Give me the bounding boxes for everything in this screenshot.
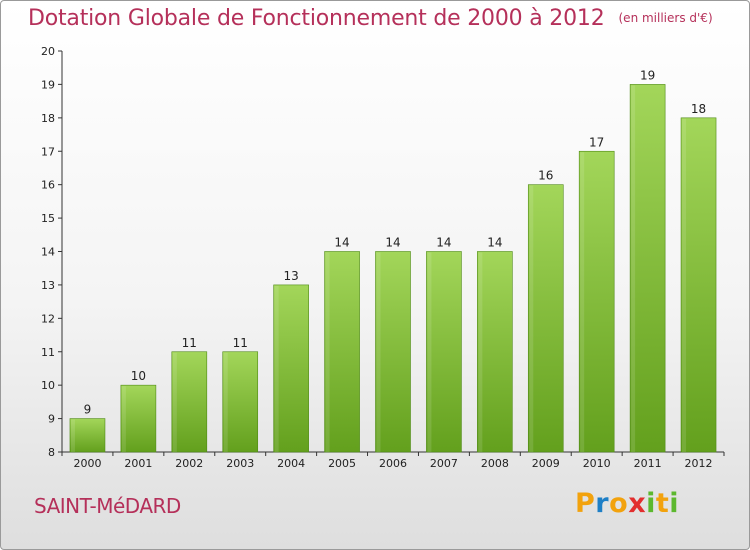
bar-highlight xyxy=(70,419,75,452)
bar-2012 xyxy=(680,117,717,453)
x-tick-label: 2011 xyxy=(634,457,662,470)
y-tick-label: 19 xyxy=(41,78,55,91)
bar-2004 xyxy=(273,284,309,453)
bar-highlight xyxy=(427,252,432,452)
x-tick-label: 2003 xyxy=(226,457,254,470)
bar-highlight xyxy=(580,152,585,452)
x-tick-label: 2010 xyxy=(583,457,611,470)
chart-title: Dotation Globale de Fonctionnement de 20… xyxy=(28,6,713,31)
value-label: 14 xyxy=(436,236,451,250)
commune-name: SAINT-MéDARD xyxy=(34,494,181,518)
bar-2011 xyxy=(629,84,666,453)
chart-axes: 8 9 10 11 12 13 14 15 16 17 18 19 20 xyxy=(41,45,725,459)
value-label: 11 xyxy=(233,336,248,350)
x-tick-label: 2007 xyxy=(430,457,458,470)
y-tick-label: 14 xyxy=(41,246,55,259)
bar-highlight xyxy=(325,252,330,452)
bar-highlight xyxy=(223,352,228,452)
y-tick-label: 12 xyxy=(41,312,55,325)
bar-highlight xyxy=(121,386,126,452)
logo-letter: i xyxy=(646,488,656,519)
bar-highlight xyxy=(274,285,279,452)
value-label: 19 xyxy=(640,68,655,82)
chart-bars xyxy=(69,84,717,453)
value-label: 18 xyxy=(691,102,706,116)
bar-2005 xyxy=(324,251,360,453)
bar-2002 xyxy=(171,351,208,453)
x-tick-label: 2001 xyxy=(124,457,152,470)
value-label: 14 xyxy=(334,236,349,250)
bar-highlight xyxy=(529,185,534,452)
value-label: 11 xyxy=(182,336,197,350)
x-tick-label: 2000 xyxy=(73,457,101,470)
bar-2006 xyxy=(375,251,411,453)
x-tick-label: 2009 xyxy=(532,457,560,470)
y-tick-label: 15 xyxy=(41,212,55,225)
logo-letter: i xyxy=(669,488,680,519)
y-tick-label: 17 xyxy=(41,145,55,158)
value-label: 17 xyxy=(589,135,604,149)
y-tick-label: 10 xyxy=(41,379,55,392)
bar-highlight xyxy=(682,118,687,452)
value-label: 13 xyxy=(284,269,299,283)
logo-letter: x xyxy=(628,488,647,519)
chart-title-text: Dotation Globale de Fonctionnement de 20… xyxy=(28,6,605,31)
x-tick-label: 2012 xyxy=(685,457,713,470)
value-label: 14 xyxy=(385,236,400,250)
bar-2000 xyxy=(69,418,106,453)
y-tick-label: 16 xyxy=(41,179,55,192)
y-tick-label: 13 xyxy=(41,279,55,292)
bar-2003 xyxy=(222,351,259,453)
y-tick-label: 8 xyxy=(48,446,55,459)
bar-2001 xyxy=(120,384,157,453)
y-tick-label: 18 xyxy=(41,112,55,125)
y-tick-label: 11 xyxy=(41,346,55,359)
logo-letter: o xyxy=(609,488,629,519)
bar-highlight xyxy=(172,352,177,452)
bar-highlight xyxy=(631,85,636,453)
value-label: 16 xyxy=(538,169,553,183)
x-tick-label: 2005 xyxy=(328,457,356,470)
y-tick-label: 9 xyxy=(48,413,55,426)
chart-unit-note: (en milliers d'€) xyxy=(618,11,713,25)
x-tick-label: 2008 xyxy=(481,457,509,470)
value-label: 9 xyxy=(84,403,92,417)
x-tick-label: 2006 xyxy=(379,457,407,470)
bar-2010 xyxy=(578,150,615,453)
x-tick-label: 2004 xyxy=(277,457,305,470)
proxiti-logo: Proxiti xyxy=(575,488,679,519)
chart-labels: 9 2000 10 2001 11 2002 11 2003 13 2004 14 2005 14 200… xyxy=(73,68,712,470)
y-tick-label: 20 xyxy=(41,45,55,58)
bar-highlight xyxy=(376,252,381,452)
bar-2007 xyxy=(426,251,462,453)
value-label: 14 xyxy=(487,236,502,250)
logo-letter: t xyxy=(655,488,670,519)
bar-highlight xyxy=(478,252,483,452)
x-tick-label: 2002 xyxy=(175,457,203,470)
bar-2008 xyxy=(477,251,513,453)
value-label: 10 xyxy=(131,369,146,383)
logo-letter: r xyxy=(595,488,610,519)
bar-2009 xyxy=(527,184,564,453)
logo-letter: P xyxy=(575,488,596,519)
